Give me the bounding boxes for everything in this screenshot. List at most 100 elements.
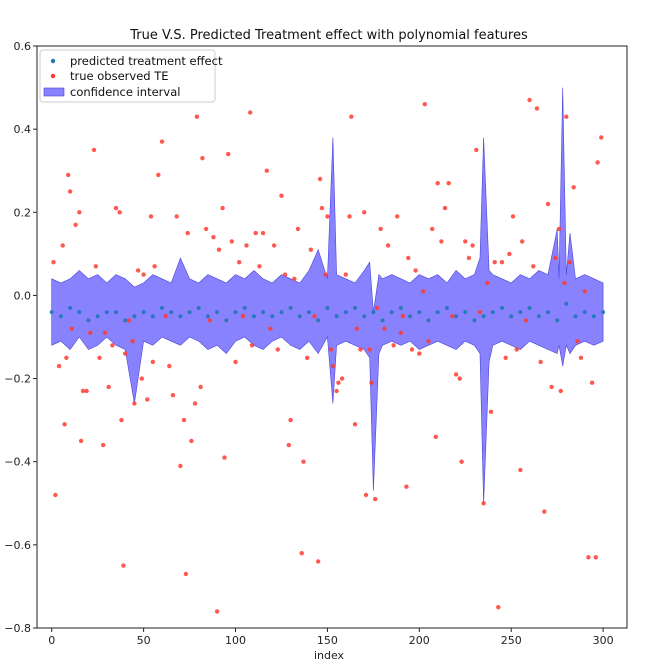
true-point bbox=[66, 172, 71, 178]
true-point bbox=[420, 289, 426, 294]
true-point bbox=[275, 347, 280, 352]
true-point bbox=[413, 268, 418, 273]
true-point bbox=[60, 243, 65, 248]
true-point bbox=[562, 280, 567, 286]
true-point bbox=[237, 260, 242, 265]
x-tick-label: 100 bbox=[225, 634, 246, 647]
true-point bbox=[308, 247, 314, 252]
true-point bbox=[435, 181, 440, 186]
true-point bbox=[222, 455, 227, 460]
x-tick-label: 200 bbox=[409, 634, 430, 647]
predicted-point bbox=[95, 314, 100, 319]
axes-frame bbox=[36, 45, 628, 629]
true-point bbox=[507, 251, 512, 257]
true-point bbox=[417, 351, 422, 356]
true-point bbox=[582, 289, 587, 294]
true-point bbox=[64, 355, 69, 360]
true-point bbox=[349, 114, 354, 119]
true-point bbox=[558, 388, 563, 394]
predicted-point bbox=[518, 310, 523, 315]
predicted-point bbox=[546, 310, 550, 315]
legend-marker-band bbox=[43, 87, 65, 97]
true-point bbox=[233, 359, 238, 365]
y-tick-label: 0.2 bbox=[14, 206, 32, 219]
x-tick-label: 0 bbox=[48, 634, 55, 647]
true-point bbox=[226, 151, 231, 157]
predicted-point bbox=[334, 314, 339, 319]
true-point bbox=[352, 422, 358, 427]
true-point bbox=[152, 264, 157, 269]
legend: predicted treatment effect true observed… bbox=[39, 49, 223, 103]
true-point bbox=[132, 401, 137, 406]
predicted-point bbox=[58, 314, 63, 319]
true-point bbox=[404, 484, 409, 489]
true-point bbox=[194, 114, 200, 119]
true-point bbox=[426, 339, 431, 344]
y-tick-label: −0.8 bbox=[4, 622, 31, 635]
predicted-point bbox=[573, 314, 578, 319]
true-point bbox=[167, 363, 172, 369]
true-points-layer bbox=[51, 97, 604, 614]
predicted-point bbox=[187, 310, 192, 315]
predicted-point bbox=[279, 310, 284, 315]
predicted-point bbox=[196, 305, 201, 310]
predicted-point bbox=[233, 310, 238, 315]
true-point bbox=[599, 135, 604, 140]
true-point bbox=[279, 193, 284, 198]
true-point bbox=[106, 384, 111, 390]
predicted-point bbox=[398, 305, 403, 310]
chart-title: True V.S. Predicted Treatment effect wit… bbox=[129, 28, 528, 43]
true-point bbox=[531, 264, 536, 269]
true-point bbox=[56, 363, 62, 369]
predicted-point bbox=[205, 314, 210, 319]
y-tick-label: 0.0 bbox=[14, 289, 32, 302]
true-point bbox=[207, 318, 212, 323]
predicted-point bbox=[261, 310, 266, 315]
true-point bbox=[317, 176, 323, 182]
true-point bbox=[520, 239, 525, 244]
true-point bbox=[101, 442, 106, 448]
true-point bbox=[123, 351, 128, 356]
true-point bbox=[203, 226, 209, 232]
true-point bbox=[282, 272, 288, 277]
predicted-point bbox=[564, 301, 569, 306]
predicted-point bbox=[444, 305, 449, 310]
true-point bbox=[53, 492, 58, 498]
true-point bbox=[328, 347, 334, 352]
legend-box bbox=[39, 49, 216, 103]
true-point bbox=[575, 339, 580, 344]
predicted-point bbox=[454, 314, 459, 319]
true-point bbox=[549, 384, 554, 390]
x-tick-label: 150 bbox=[317, 634, 338, 647]
true-point bbox=[299, 551, 304, 556]
y-tick-label: −0.6 bbox=[4, 539, 31, 552]
true-point bbox=[325, 214, 330, 219]
predicted-point bbox=[297, 314, 302, 319]
true-point bbox=[189, 438, 194, 444]
true-point bbox=[183, 571, 189, 577]
true-point bbox=[553, 255, 558, 261]
y-tick-label: 0.4 bbox=[14, 123, 32, 136]
true-point bbox=[586, 555, 591, 560]
true-point bbox=[347, 214, 352, 219]
true-point bbox=[80, 388, 86, 394]
true-point bbox=[97, 355, 102, 360]
true-point bbox=[141, 272, 146, 277]
true-point bbox=[542, 509, 547, 514]
true-point bbox=[485, 280, 490, 286]
true-point bbox=[305, 355, 310, 360]
true-point bbox=[216, 247, 222, 252]
predicted-point bbox=[104, 310, 109, 315]
predicted-point bbox=[371, 310, 376, 315]
true-point bbox=[150, 359, 155, 365]
true-point bbox=[595, 160, 600, 165]
predicted-point bbox=[500, 305, 504, 310]
true-point bbox=[466, 255, 472, 261]
true-point bbox=[121, 563, 126, 568]
true-point bbox=[192, 401, 198, 406]
true-point bbox=[571, 185, 576, 190]
predicted-point bbox=[224, 318, 229, 323]
true-point bbox=[84, 388, 89, 394]
predicted-point bbox=[601, 310, 606, 315]
